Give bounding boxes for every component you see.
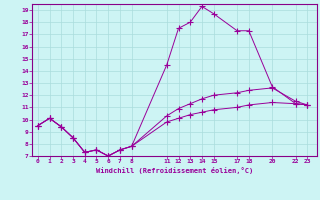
X-axis label: Windchill (Refroidissement éolien,°C): Windchill (Refroidissement éolien,°C) [96,167,253,174]
